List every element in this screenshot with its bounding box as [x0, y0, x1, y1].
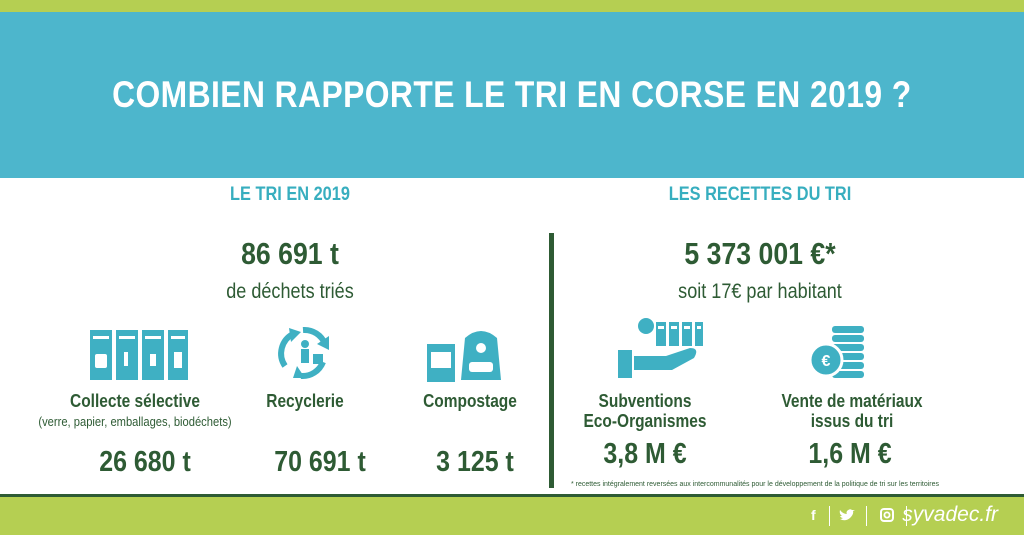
page-title: COMBIEN RAPPORTE LE TRI EN CORSE EN 2019… — [112, 74, 912, 115]
vente-value: 1,6 M € — [808, 438, 892, 470]
svg-text:€: € — [822, 353, 831, 370]
vente-label-line1: Vente de matériaux — [781, 391, 923, 411]
footer-separator — [829, 506, 830, 526]
composter-icon — [427, 331, 501, 382]
vente-label-line2: issus du tri — [810, 411, 894, 431]
compostage-value: 3 125 t — [436, 446, 514, 478]
total-revenue-value: 5 373 001 €* — [684, 236, 836, 271]
subventions-label-line1: Subventions — [598, 391, 692, 411]
instagram-icon[interactable] — [880, 508, 894, 522]
collecte-label: Collecte sélective — [70, 391, 200, 411]
collecte-value: 26 680 t — [99, 446, 191, 478]
bottom-line — [0, 494, 1024, 497]
facebook-icon[interactable]: f — [811, 507, 816, 523]
footer-separator — [866, 506, 867, 526]
header-banner: COMBIEN RAPPORTE LE TRI EN CORSE EN 2019… — [0, 12, 1024, 178]
subventions-label-line2: Eco-Organismes — [583, 411, 707, 431]
footer-separator — [906, 506, 907, 526]
collecte-sublabel: (verre, papier, emballages, biodéchets) — [38, 414, 232, 429]
recyclerie-value: 70 691 t — [274, 446, 366, 478]
section-divider — [549, 233, 554, 488]
compostage-label: Compostage — [423, 391, 517, 411]
top-strip — [0, 0, 1024, 12]
right-section-title: LES RECETTES DU TRI — [668, 184, 852, 205]
footnote: * recettes intégralement reversées aux i… — [570, 481, 940, 488]
recycling-person-icon — [278, 326, 329, 380]
twitter-icon[interactable] — [839, 509, 855, 523]
left-section-title: LE TRI EN 2019 — [230, 184, 350, 205]
total-sorted-value: 86 691 t — [241, 236, 339, 271]
hand-bins-icon — [618, 318, 703, 378]
subventions-value: 3,8 M € — [603, 438, 687, 470]
euro-coins-icon: € — [808, 326, 864, 378]
total-revenue-caption: soit 17€ par habitant — [678, 280, 842, 303]
brand-link[interactable]: syvadec.fr — [902, 503, 998, 526]
sorting-bins-icon — [90, 330, 188, 380]
recyclerie-label: Recyclerie — [266, 391, 344, 411]
total-sorted-caption: de déchets triés — [226, 280, 354, 303]
footer: f syvadec.fr — [0, 497, 1024, 535]
